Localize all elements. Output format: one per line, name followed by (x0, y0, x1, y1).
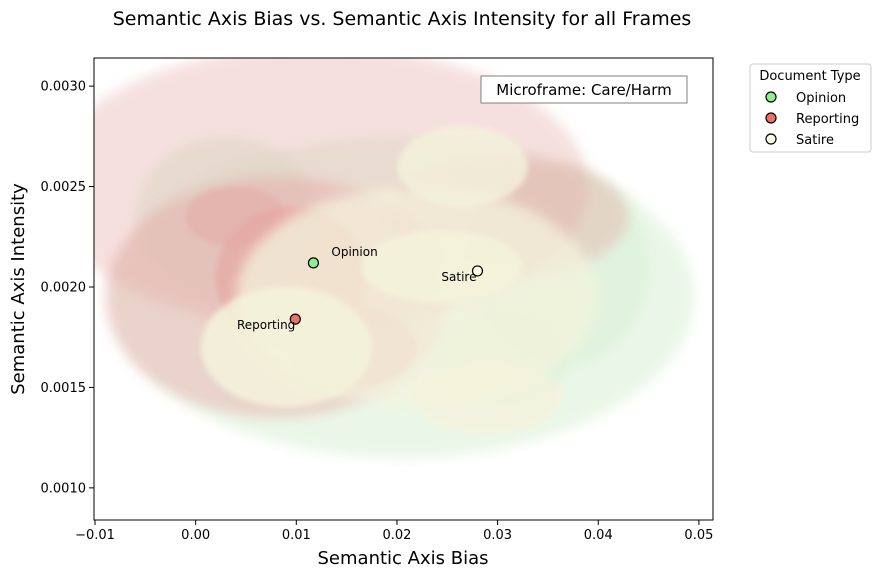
microframe-box: Microframe: Care/Harm (480, 75, 688, 104)
point-label-opinion: Opinion (331, 245, 377, 259)
legend: Document Type Opinion Reporting Satire (749, 63, 872, 153)
y-tick-label: 0.0030 (41, 80, 87, 95)
density-region-satire (396, 126, 528, 207)
y-axis-label: Semantic Axis Intensity (8, 183, 29, 395)
x-axis: −0.01 0.00 0.01 0.02 0.03 0.04 0.05 (75, 520, 713, 543)
plot-frame (93, 57, 714, 521)
x-tick-label: 0.04 (584, 528, 613, 543)
point-label-satire: Satire (441, 270, 476, 284)
legend-label-reporting: Reporting (796, 112, 859, 127)
x-tick-label: 0.05 (684, 528, 713, 543)
plot-area (94, 58, 694, 458)
legend-marker-reporting (765, 112, 777, 124)
y-tick-label: 0.0025 (41, 180, 87, 195)
data-points: Opinion Reporting Satire (237, 245, 484, 332)
x-tick-label: 0.03 (483, 528, 512, 543)
density-region-reporting (185, 186, 287, 247)
legend-label-opinion: Opinion (796, 91, 846, 106)
legend-marker-satire (765, 133, 777, 145)
density-region-satire (361, 230, 523, 304)
legend-frame (749, 63, 872, 153)
chart-title: Semantic Axis Bias vs. Semantic Axis Int… (113, 8, 692, 30)
density-region-satire (412, 361, 564, 434)
y-tick-label: 0.0015 (41, 381, 87, 396)
y-tick-label: 0.0010 (41, 481, 87, 496)
x-tick-label: 0.01 (282, 528, 311, 543)
density-region-satire (200, 286, 372, 408)
microframe-label: Microframe: Care/Harm (496, 81, 671, 99)
legend-label-satire: Satire (796, 133, 834, 148)
point-reporting (289, 313, 301, 325)
density-contours (94, 58, 694, 458)
y-tick-label: 0.0020 (41, 280, 87, 295)
microframe-box-border (480, 75, 688, 104)
point-opinion (307, 257, 320, 269)
x-tick-label: 0.00 (181, 528, 210, 543)
y-axis: 0.0010 0.0015 0.0020 0.0025 0.0030 (41, 80, 94, 496)
point-satire (471, 265, 484, 277)
point-label-reporting: Reporting (237, 318, 295, 332)
x-axis-label: Semantic Axis Bias (318, 548, 489, 569)
legend-title: Document Type (759, 69, 860, 84)
legend-marker-opinion (765, 91, 777, 103)
x-tick-label: −0.01 (75, 528, 115, 543)
x-tick-label: 0.02 (382, 528, 411, 543)
